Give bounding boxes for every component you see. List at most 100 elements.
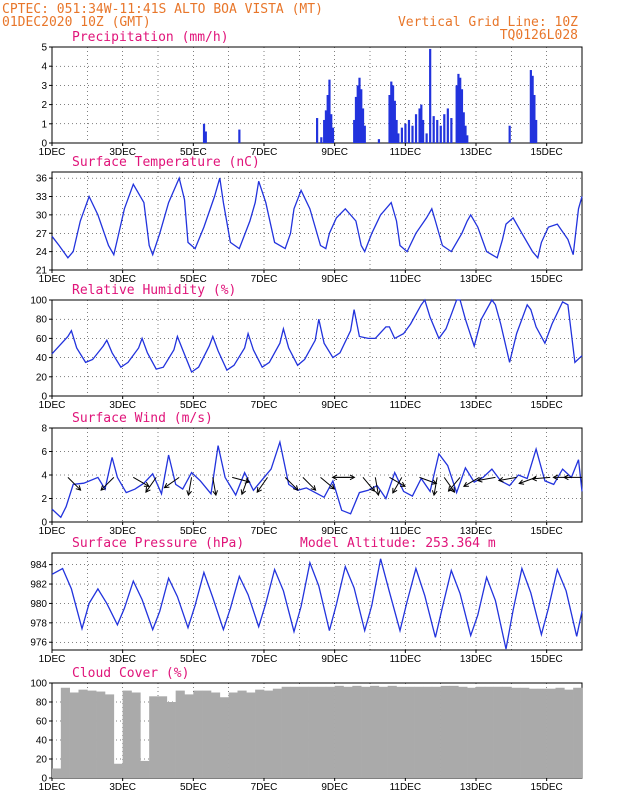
cloud-bar [555, 687, 565, 778]
temp-xtick-label: 11DEC [390, 274, 422, 285]
rh-xtick-label: 7DEC [251, 400, 278, 411]
cloud-bar [105, 694, 115, 778]
cloud-bar [175, 690, 185, 778]
cloud-bar [113, 763, 123, 778]
wind-ytick-label: 6 [41, 447, 47, 458]
temperature-panel: Surface Temperature (nC) 21 24 27 30 33 36 1DEC… [36, 155, 583, 285]
precip-xtick-label: 5DEC [180, 147, 207, 158]
precip-xtick-label: 1DEC [39, 147, 66, 158]
precip-bar [316, 118, 319, 143]
precip-bar [202, 123, 206, 143]
cloud-bar [361, 686, 371, 778]
precip-ytick-label: 0 [41, 139, 47, 150]
rh-xtick-label: 5DEC [180, 400, 207, 411]
pressure-panel: Surface Pressure (hPa) Model Altitude: 25… [30, 536, 583, 665]
cloud-bar [449, 685, 459, 778]
wind-arrow [284, 476, 299, 491]
cloud-bar [184, 694, 194, 778]
cloud-ytick-label: 20 [36, 755, 48, 766]
cloud-bar [78, 689, 88, 778]
cloud-bar [405, 686, 415, 778]
precip-xtick-label: 13DEC [460, 147, 492, 158]
cloud-bar [378, 686, 388, 778]
wind-arrow [256, 477, 268, 493]
precip-bar [360, 89, 363, 143]
precip-bar [411, 125, 414, 143]
cloud-ytick-label: 60 [36, 717, 48, 728]
wind-ytick-label: 2 [41, 494, 47, 505]
wind-arrow [163, 476, 180, 489]
wind-arrow [497, 476, 517, 483]
pres-ytick-label: 984 [30, 560, 47, 571]
precip-xtick-label: 7DEC [251, 147, 278, 158]
cloud-bar [352, 685, 362, 778]
cloud-bar [414, 686, 424, 778]
cloud-bar [228, 692, 238, 778]
wind-xtick-label: 7DEC [251, 526, 278, 537]
precip-bar [414, 114, 418, 143]
wind-arrow [562, 474, 582, 481]
cloud-bar [211, 692, 221, 778]
temp-frame [51, 171, 583, 271]
precip-bar [328, 79, 331, 143]
cloud-bar [299, 686, 309, 778]
wind-ytick-label: 4 [41, 471, 47, 482]
precip-ytick-label: 5 [41, 43, 47, 54]
precip-bar [429, 48, 432, 143]
precip-xtick-label: 11DEC [390, 147, 422, 158]
cloud-bar [440, 685, 450, 778]
precip-bar [443, 114, 446, 143]
precip-xtick-label: 3DEC [109, 147, 136, 158]
cloud-bar [573, 687, 583, 778]
wind-arrow [392, 477, 403, 494]
cloud-bar [387, 685, 397, 778]
temp-xtick-label: 9DEC [321, 274, 348, 285]
precip-bar [238, 129, 241, 143]
precip-bar [422, 119, 425, 143]
rh-ytick-label: 0 [41, 392, 47, 403]
precip-bar [425, 133, 428, 143]
temp-ytick-label: 27 [36, 229, 48, 240]
header-line2-left: 01DEC2020 10Z (GMT) [2, 15, 151, 30]
cloud-bar [60, 687, 70, 778]
precip-bar [358, 77, 361, 143]
wind-series-line [51, 439, 583, 519]
rh-ytick-label: 40 [36, 353, 48, 364]
wind-xtick-label: 5DEC [180, 526, 207, 537]
header-line2-right: Vertical Grid Line: 10Z [398, 15, 578, 30]
pres-annotation: Model Altitude: 253.364 m [300, 536, 496, 551]
temp-xtick-label: 13DEC [460, 274, 492, 285]
precip-bar [331, 127, 335, 143]
precip-bar [377, 139, 381, 143]
precip-bar [356, 85, 359, 143]
cloud-bar [334, 685, 344, 778]
precip-xtick-label: 9DEC [321, 147, 348, 158]
wind-xtick-label: 15DEC [531, 526, 563, 537]
precip-bar [361, 108, 365, 143]
wind-panel: Surface Wind (m/s) 0 2 4 6 8 1DEC 3DEC 5DEC 7DEC 9… [39, 411, 583, 537]
cloud-xtick-label: 1DEC [39, 782, 66, 793]
rh-xtick-label: 15DEC [531, 400, 563, 411]
temp-ytick-label: 33 [36, 192, 48, 203]
pres-ytick-label: 976 [30, 638, 47, 649]
cloud-bar [290, 686, 300, 778]
precip-bar [531, 75, 534, 143]
temp-xtick-label: 3DEC [109, 274, 136, 285]
cloud-bar [476, 686, 486, 778]
cloud-bar [308, 686, 318, 778]
wind-xtick-label: 9DEC [321, 526, 348, 537]
rh-xtick-label: 13DEC [460, 400, 492, 411]
pres-xtick-label: 9DEC [321, 654, 348, 665]
precip-bar [508, 125, 511, 143]
cloud-bar [166, 702, 176, 778]
cloud-ytick-label: 100 [30, 679, 47, 690]
cloud-bar [246, 692, 256, 778]
cloud-bar [202, 690, 212, 778]
precip-bar [529, 70, 532, 143]
wind-xtick-label: 13DEC [460, 526, 492, 537]
rh-series-line [51, 298, 583, 373]
pres-xtick-label: 13DEC [460, 654, 492, 665]
precip-ytick-label: 1 [41, 119, 47, 130]
cloud-bar [158, 696, 168, 778]
pres-xtick-label: 7DEC [251, 654, 278, 665]
